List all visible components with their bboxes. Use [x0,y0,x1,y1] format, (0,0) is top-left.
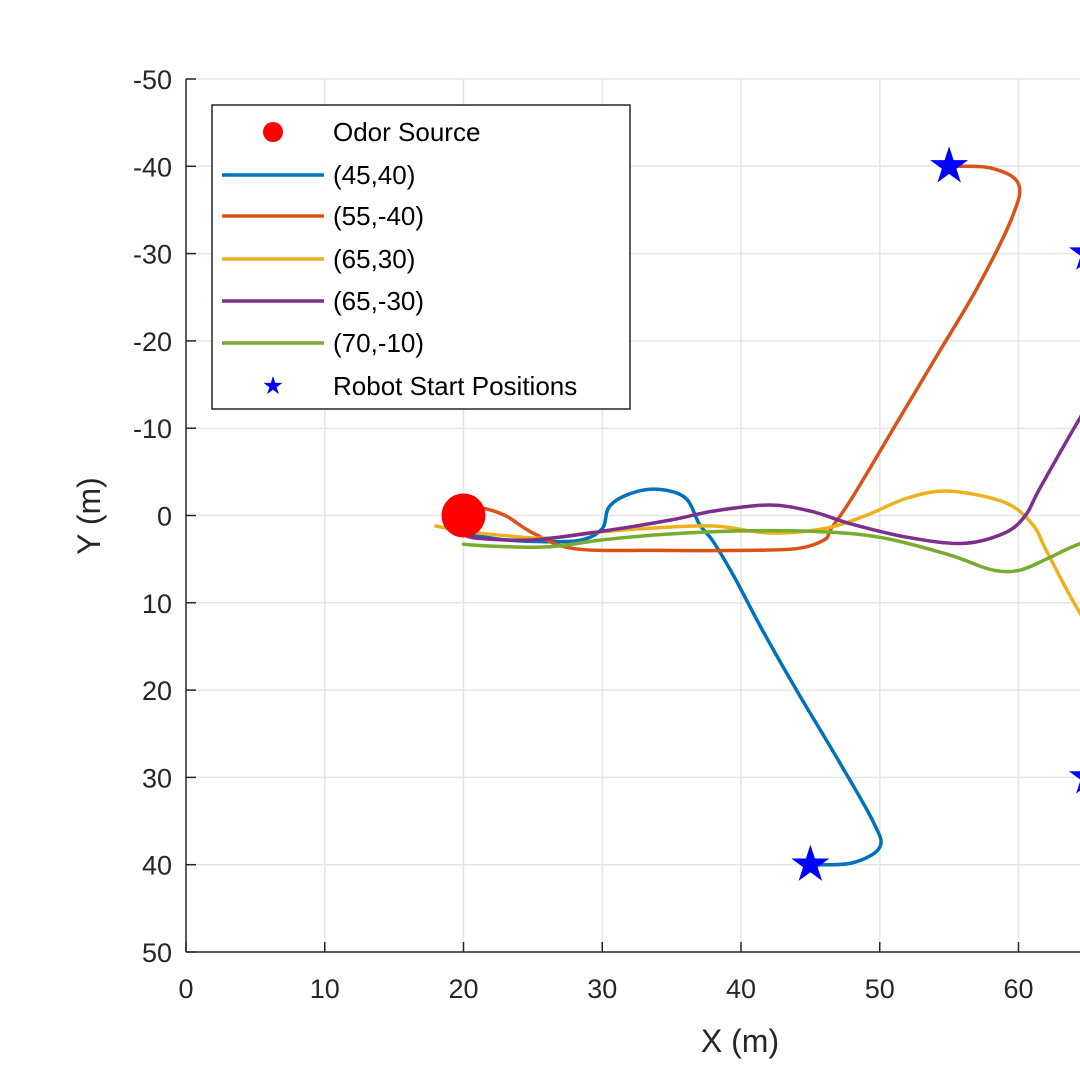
robot-start-marker [791,844,830,881]
trajectory-line-series-5 [461,528,1080,574]
legend-box [211,104,631,410]
y-tick-label: -40 [133,152,172,182]
y-axis-label: Y (m) [71,477,107,555]
y-tick-label: -50 [133,65,172,95]
trajectory-lines [434,164,1080,867]
legend-label-series-5: (70,-10) [333,328,424,358]
x-tick-label: 40 [726,974,756,1004]
legend-odor-source-marker [263,122,283,142]
trajectory-line-series-4 [461,414,1080,546]
legend-label-series-4: (65,-30) [333,286,424,316]
x-tick-label: 0 [178,974,193,1004]
legend: Odor Source (45,40) (55,-40) (65,30) (65… [211,104,631,410]
y-tick-label: 40 [142,851,172,881]
y-tick-label: -30 [133,240,172,270]
x-tick-label: 10 [310,974,340,1004]
x-tick-label: 30 [587,974,617,1004]
robot-start-marker [1068,771,1080,794]
legend-label-series-3: (65,30) [333,244,415,274]
robot-start-marker [1068,247,1080,270]
y-tick-label: 20 [142,676,172,706]
x-tick-label: 60 [1003,974,1033,1004]
x-tick-label: 50 [865,974,895,1004]
y-tick-label: 50 [142,938,172,968]
x-tick-label: 20 [448,974,478,1004]
y-tick-label: 0 [157,502,172,532]
legend-label-series-1: (45,40) [333,160,415,190]
legend-label-start-positions: Robot Start Positions [333,371,577,401]
y-tick-label: 30 [142,763,172,793]
y-tick-label: 10 [142,589,172,619]
legend-label-odor-source: Odor Source [333,117,480,147]
tick-labels: 01020304050607080-50-40-30-20-1001020304… [133,65,1034,1004]
x-axis-label: X (m) [701,1023,779,1059]
robot-start-marker [930,146,969,183]
axes [185,78,1080,953]
y-tick-label: -20 [133,327,172,357]
markers [441,146,1080,881]
legend-label-series-2: (55,-40) [333,201,424,231]
legend-start-position-marker [263,376,283,395]
y-tick-label: -10 [133,414,172,444]
odor-source-marker [441,493,486,538]
